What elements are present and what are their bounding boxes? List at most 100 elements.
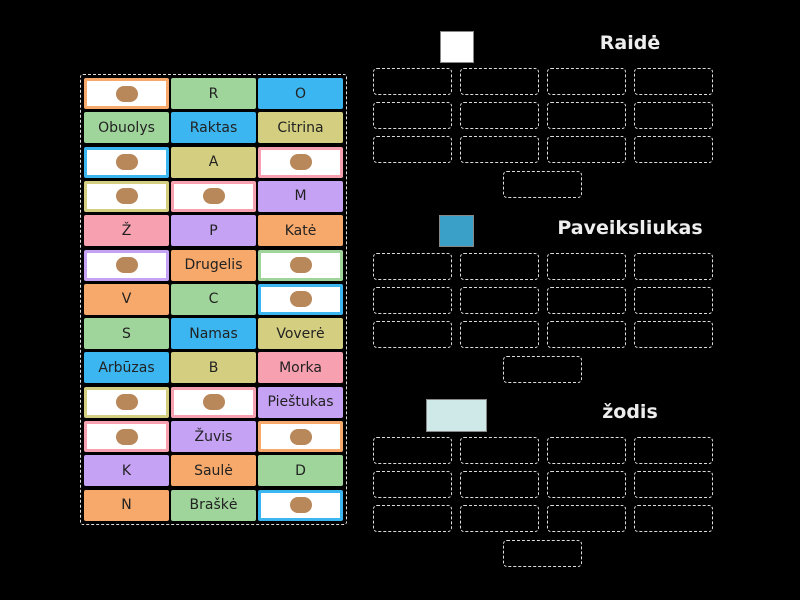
tile[interactable]: [84, 180, 169, 212]
drop-zone[interactable]: [547, 287, 626, 314]
tile[interactable]: [258, 421, 343, 452]
tile-image: [87, 252, 166, 278]
tile[interactable]: [258, 283, 343, 315]
drop-zone[interactable]: [373, 287, 452, 314]
drop-zone[interactable]: [547, 253, 626, 280]
image-placeholder: [115, 154, 138, 171]
drop-zone[interactable]: [460, 505, 539, 532]
drop-zone[interactable]: [460, 68, 539, 95]
tile[interactable]: [84, 78, 169, 109]
image-placeholder: [289, 291, 312, 308]
drop-zone[interactable]: [547, 68, 626, 95]
drop-zone[interactable]: [373, 471, 452, 498]
drop-zone[interactable]: [373, 102, 452, 129]
drop-zone[interactable]: [634, 505, 713, 532]
tile[interactable]: K: [84, 455, 169, 487]
tile[interactable]: [258, 146, 343, 178]
tile[interactable]: Arbūzas: [84, 352, 169, 384]
tile[interactable]: V: [84, 283, 169, 315]
image-placeholder: [115, 394, 138, 411]
tile[interactable]: [84, 421, 169, 452]
drop-zone[interactable]: [503, 171, 582, 198]
tile[interactable]: [258, 489, 343, 521]
tile-image: [87, 389, 166, 415]
tile[interactable]: D: [258, 455, 343, 487]
tile[interactable]: [84, 386, 169, 418]
drop-zone[interactable]: [547, 505, 626, 532]
drop-zone[interactable]: [460, 287, 539, 314]
tile[interactable]: [258, 249, 343, 281]
image-placeholder: [115, 85, 138, 102]
image-placeholder: [289, 428, 312, 445]
tile[interactable]: Drugelis: [171, 249, 256, 281]
image-placeholder: [289, 154, 312, 171]
drop-zone[interactable]: [460, 253, 539, 280]
drop-zone[interactable]: [634, 68, 713, 95]
image-placeholder: [202, 188, 225, 205]
drop-zone[interactable]: [634, 287, 713, 314]
tile[interactable]: P: [171, 215, 256, 247]
image-placeholder: [289, 497, 312, 514]
tile[interactable]: Braškė: [171, 489, 256, 521]
drop-zone[interactable]: [373, 136, 452, 163]
tile-image: [261, 286, 340, 312]
tile[interactable]: A: [171, 146, 256, 178]
tile[interactable]: R: [171, 78, 256, 109]
drop-zone[interactable]: [634, 321, 713, 348]
image-placeholder: [289, 257, 312, 273]
tile[interactable]: Namas: [171, 318, 256, 350]
tile-image: [174, 183, 253, 209]
drop-zone[interactable]: [373, 505, 452, 532]
drop-zone[interactable]: [460, 102, 539, 129]
drop-zone[interactable]: [634, 253, 713, 280]
tile[interactable]: S: [84, 318, 169, 350]
tile[interactable]: [171, 386, 256, 418]
tile-image: [261, 424, 340, 449]
drop-zone[interactable]: [503, 540, 582, 567]
drop-zone[interactable]: [460, 136, 539, 163]
tile[interactable]: Žuvis: [171, 421, 256, 452]
drop-zone[interactable]: [373, 437, 452, 464]
tile[interactable]: [171, 180, 256, 212]
drop-zone[interactable]: [373, 321, 452, 348]
tile[interactable]: [84, 146, 169, 178]
drop-zone[interactable]: [373, 68, 452, 95]
tile[interactable]: Saulė: [171, 455, 256, 487]
drop-zone[interactable]: [460, 437, 539, 464]
tile[interactable]: B: [171, 352, 256, 384]
drop-zone[interactable]: [547, 437, 626, 464]
tile[interactable]: Katė: [258, 215, 343, 247]
drop-zone[interactable]: [503, 356, 582, 383]
image-placeholder: [202, 394, 225, 411]
tile[interactable]: Obuolys: [84, 112, 169, 144]
drop-zone[interactable]: [373, 253, 452, 280]
drop-zone[interactable]: [460, 321, 539, 348]
tile[interactable]: N: [84, 489, 169, 521]
tile-image: [261, 492, 340, 518]
drop-zone[interactable]: [547, 136, 626, 163]
tile-image: [87, 149, 166, 175]
drop-zone[interactable]: [547, 102, 626, 129]
tile[interactable]: Voverė: [258, 318, 343, 350]
drop-zone[interactable]: [547, 471, 626, 498]
drop-zone[interactable]: [634, 102, 713, 129]
tile[interactable]: Morka: [258, 352, 343, 384]
drop-zone[interactable]: [634, 471, 713, 498]
drop-zone[interactable]: [634, 437, 713, 464]
tile[interactable]: M: [258, 180, 343, 212]
tile[interactable]: Ž: [84, 215, 169, 247]
drop-zone[interactable]: [547, 321, 626, 348]
tile[interactable]: Citrina: [258, 112, 343, 144]
tile[interactable]: Pieštukas: [258, 386, 343, 418]
tile-image: [87, 424, 166, 449]
tile[interactable]: [84, 249, 169, 281]
image-placeholder: [115, 428, 138, 445]
tile[interactable]: Raktas: [171, 112, 256, 144]
drop-zone[interactable]: [460, 471, 539, 498]
tile[interactable]: O: [258, 78, 343, 109]
drop-zone[interactable]: [634, 136, 713, 163]
tile[interactable]: C: [171, 283, 256, 315]
tile-image: [87, 183, 166, 209]
group-title: žodis: [602, 401, 658, 423]
group-icon: [439, 215, 474, 247]
